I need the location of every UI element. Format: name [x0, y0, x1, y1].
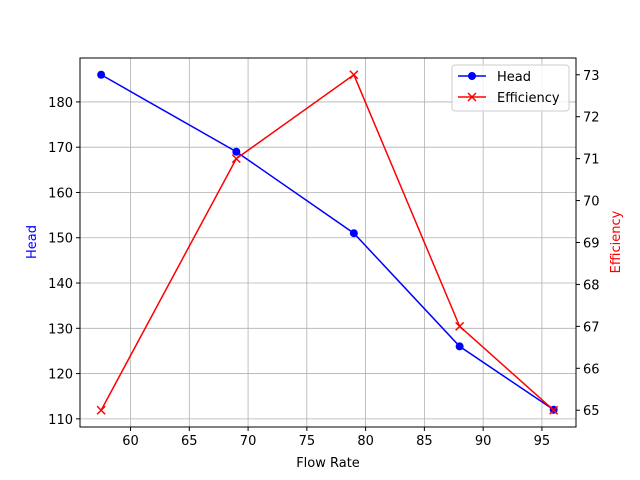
head-point [349, 229, 358, 238]
x-tick-label: 75 [299, 434, 316, 449]
legend-head-marker [468, 72, 476, 80]
head-point [232, 147, 241, 156]
axes: 60 65 70 75 80 85 90 95 110 120 130 140 150 160 170 180… [48, 69, 599, 449]
efficiency-point [96, 405, 106, 415]
efficiency-point [455, 321, 465, 331]
right-y-tick-label: 66 [583, 362, 600, 377]
right-y-tick-label: 71 [583, 153, 600, 168]
left-y-tick-label: 150 [48, 232, 73, 247]
left-y-tick-label: 180 [48, 96, 73, 111]
head-line [100, 74, 555, 411]
right-y-tick-label: 68 [583, 278, 600, 293]
x-axis-label: Flow Rate [296, 456, 360, 471]
legend-efficiency-label: Efficiency [497, 91, 560, 106]
efficiency-line [100, 73, 555, 411]
right-y-tick-label: 72 [583, 111, 600, 126]
left-y-tick-label: 110 [48, 413, 73, 428]
x-tick-label: 65 [181, 434, 198, 449]
right-y-tick-label: 70 [583, 195, 600, 210]
x-tick-label: 60 [122, 434, 139, 449]
head-point [455, 342, 464, 351]
right-axis-label: Efficiency [609, 210, 624, 273]
left-y-tick-label: 120 [48, 368, 73, 383]
right-y-tick-label: 69 [583, 237, 600, 252]
legend: Head Efficiency [451, 64, 570, 112]
x-tick-label: 90 [475, 434, 492, 449]
left-y-tick-label: 170 [48, 141, 73, 156]
x-tick-label: 95 [534, 434, 551, 449]
head-point [97, 70, 106, 79]
left-axis-label: Head [25, 225, 40, 259]
series-layer [96, 70, 559, 415]
efficiency-point [549, 405, 559, 415]
grid [80, 58, 576, 427]
x-tick-label: 70 [240, 434, 257, 449]
right-y-tick-label: 67 [583, 320, 600, 335]
x-tick-label: 85 [416, 434, 433, 449]
efficiency-point [349, 70, 359, 80]
right-y-tick-label: 73 [583, 69, 600, 84]
efficiency-point [231, 154, 241, 164]
left-y-tick-label: 140 [48, 277, 73, 292]
left-y-tick-label: 160 [48, 186, 73, 201]
right-y-tick-label: 65 [583, 404, 600, 419]
plot-frame [79, 57, 577, 428]
legend-efficiency-marker [467, 92, 477, 102]
legend-head-label: Head [497, 70, 531, 85]
x-tick-label: 80 [357, 434, 374, 449]
left-y-tick-label: 130 [48, 322, 73, 337]
